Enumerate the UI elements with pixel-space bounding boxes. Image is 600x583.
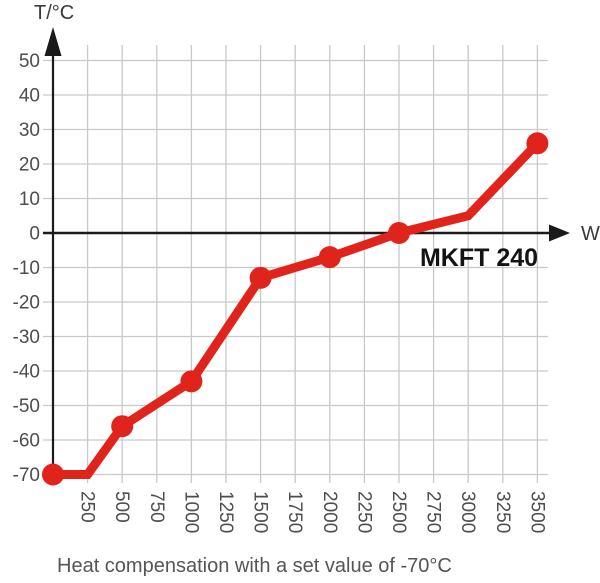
data-point: [388, 222, 410, 244]
y-tick-label: -30: [13, 327, 40, 348]
data-point: [318, 246, 341, 269]
x-tick-label: 1500: [250, 491, 271, 533]
x-tick-label: 250: [77, 491, 98, 523]
x-tick-label: 3250: [492, 491, 513, 533]
x-tick-label: 3000: [457, 491, 478, 533]
data-point: [42, 463, 64, 486]
x-tick-label: 1000: [180, 491, 201, 533]
y-tick-label: 20: [19, 155, 40, 176]
y-tick-label: -60: [13, 431, 40, 452]
x-tick-label: 2250: [353, 491, 374, 533]
model-annotation: MKFT 240: [420, 244, 538, 272]
axes: [43, 27, 570, 478]
y-tick-label: 50: [19, 51, 40, 72]
x-axis-arrow: [549, 224, 570, 242]
y-tick-label: 30: [19, 120, 40, 141]
x-axis-title: W: [581, 223, 600, 245]
data-point: [111, 415, 134, 438]
x-tick-label: 1750: [284, 491, 305, 533]
y-tick-label: -50: [13, 396, 40, 417]
chart-caption: Heat compensation with a set value of -7…: [57, 555, 452, 577]
y-axis-arrow: [44, 27, 62, 56]
y-tick-label: 10: [19, 189, 40, 210]
y-tick-label: -20: [13, 293, 40, 314]
y-tick-label: 0: [29, 224, 40, 245]
data-point: [249, 266, 272, 289]
x-tick-label: 2500: [388, 491, 409, 533]
x-tick-label: 1250: [215, 491, 236, 533]
y-tick-label: -10: [13, 258, 40, 279]
tick-labels: 50 40 30 20 10 0 -10 -20 -30 -40 -50 -60 -70 250 500 75…: [13, 51, 548, 533]
x-tick-label: 3500: [526, 491, 547, 533]
x-tick-label: 2750: [423, 491, 444, 533]
x-tick-label: 2000: [319, 491, 340, 533]
y-tick-label: 40: [19, 86, 40, 107]
y-tick-label: -40: [13, 362, 40, 383]
x-tick-label: 500: [111, 491, 132, 523]
data-point: [180, 370, 203, 393]
data-point: [526, 132, 549, 155]
series: [42, 132, 549, 486]
grid: [43, 45, 548, 483]
x-tick-label: 750: [146, 491, 167, 523]
y-axis-title: T/°C: [34, 2, 74, 24]
y-tick-label: -70: [13, 465, 40, 486]
